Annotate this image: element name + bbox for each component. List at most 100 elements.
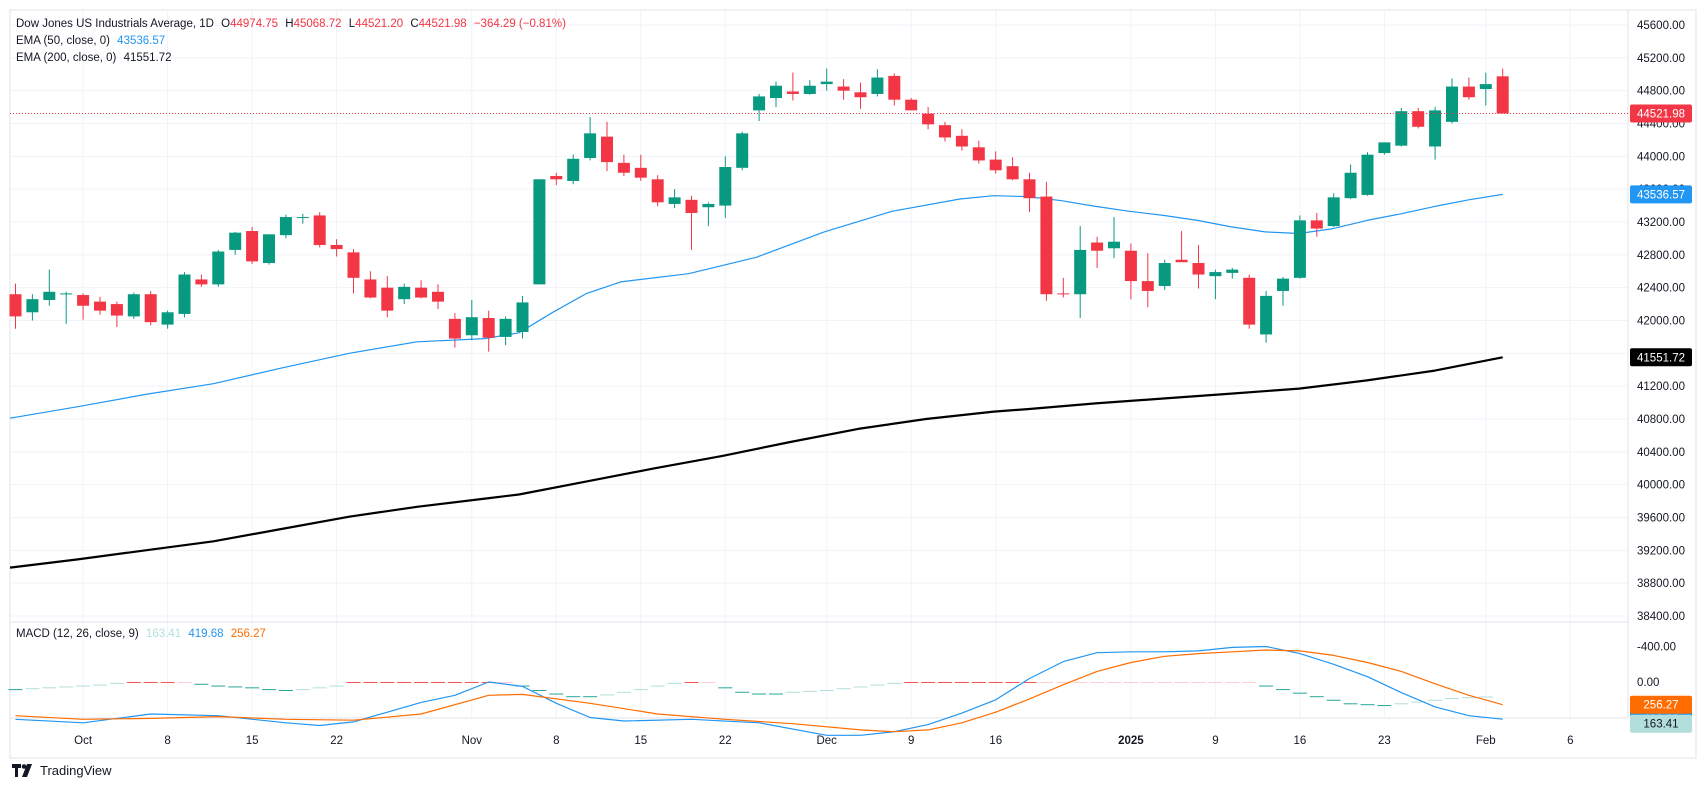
macd-histogram-bar	[330, 686, 344, 687]
candle	[263, 234, 275, 264]
macd-histogram-bar	[1276, 689, 1290, 690]
price-tick-label: 40800.00	[1637, 414, 1685, 426]
macd-histogram-bar	[1208, 682, 1222, 683]
time-tick-label: 9	[908, 735, 914, 747]
candle	[77, 293, 89, 319]
candle-body	[432, 292, 444, 302]
candles	[10, 69, 1509, 352]
macd-histogram-bar	[1175, 682, 1189, 683]
candle-body	[753, 96, 765, 110]
macd-histogram-bar	[110, 683, 124, 684]
candle	[415, 280, 427, 298]
candle	[1311, 213, 1323, 237]
macd-histogram-bar	[1107, 682, 1121, 683]
ema200-badge-text: 41551.72	[1637, 352, 1685, 364]
candle	[821, 69, 833, 91]
macd-histogram-bar	[1327, 700, 1341, 701]
candle-body	[1277, 279, 1289, 291]
last-price-badge: 44521.98	[1630, 104, 1692, 122]
macd-histogram-bar	[718, 687, 732, 688]
macd-histogram-bar	[76, 686, 90, 687]
candle-body	[855, 92, 867, 97]
macd-histogram-bar	[178, 682, 192, 683]
price-tick-label: 38800.00	[1637, 578, 1685, 590]
macd-histogram-bar	[1006, 682, 1020, 683]
candle-body	[246, 231, 258, 261]
last-price-badge-text: 44521.98	[1637, 108, 1685, 120]
time-tick-label: 16	[1294, 735, 1307, 747]
candle-body	[1057, 293, 1069, 294]
candle	[26, 294, 38, 320]
candle	[229, 232, 241, 255]
macd-line-value: 419.68	[188, 628, 223, 640]
macd-histogram-bar	[448, 682, 462, 683]
candle	[246, 227, 258, 264]
macd-histogram-bar	[431, 682, 445, 683]
macd-histogram-bar	[566, 696, 580, 697]
macd-histogram-bar	[1225, 682, 1239, 683]
price-tick-label: 44800.00	[1637, 86, 1685, 98]
candle	[1412, 108, 1424, 129]
macd-histogram-bar	[989, 682, 1003, 683]
candle	[1159, 260, 1171, 290]
candle-body	[905, 100, 917, 111]
time-tick-label: 15	[246, 735, 259, 747]
candle	[483, 311, 495, 352]
macd-histogram-bar	[161, 682, 175, 683]
open-value: 44974.75	[230, 18, 278, 30]
macd-histogram-bar	[617, 692, 631, 693]
price-tick-label: 43200.00	[1637, 217, 1685, 229]
candle-body	[719, 167, 731, 206]
time-tick-label: 16	[989, 735, 1002, 747]
candle	[905, 98, 917, 110]
candle-body	[331, 245, 343, 249]
high-value: 45068.72	[294, 18, 342, 30]
candle	[973, 141, 985, 164]
macd-histogram-bar	[1073, 682, 1087, 683]
candle-body	[483, 318, 495, 338]
candle-body	[195, 279, 207, 284]
macd-histogram-bar	[1259, 686, 1273, 687]
tradingview-logo-icon	[12, 764, 34, 777]
candle-body	[1024, 179, 1036, 198]
candle-body	[584, 133, 596, 158]
candle	[736, 132, 748, 171]
time-tick-label: 22	[719, 735, 732, 747]
candle	[364, 271, 376, 298]
candle-body	[1362, 155, 1374, 195]
chart-canvas[interactable]: 45600.0045200.0044800.0044400.0044000.00…	[0, 0, 1706, 789]
price-tick-label: 42400.00	[1637, 283, 1685, 295]
macd-pane: -400.00 0.00	[9, 642, 1677, 707]
time-tick-label: Oct	[74, 735, 93, 747]
macd-signal-badge-text: 256.27	[1643, 700, 1678, 712]
candle	[871, 69, 883, 96]
macd-histogram-bar	[532, 690, 546, 691]
macd-histogram-bar	[752, 694, 766, 695]
candle-body	[1125, 251, 1137, 281]
macd-histogram-bar	[127, 682, 141, 683]
candle-body	[500, 319, 512, 337]
candle-body	[1226, 270, 1238, 273]
time-tick-label: 8	[164, 735, 170, 747]
macd-signal-badge: 256.27	[1630, 696, 1692, 714]
candle-body	[922, 114, 934, 125]
candle	[314, 212, 326, 247]
macd-histogram-bar	[93, 685, 107, 686]
tradingview-logo[interactable]: TradingView	[12, 763, 112, 778]
candle-body	[1480, 84, 1492, 89]
candle-body	[179, 275, 191, 314]
candle	[702, 202, 714, 226]
macd-histogram-bar	[1361, 704, 1375, 705]
candle-body	[686, 200, 698, 213]
candle	[381, 276, 393, 317]
candle	[601, 122, 613, 171]
candle-body	[10, 294, 22, 316]
grid	[10, 10, 1628, 718]
time-tick-label: 22	[330, 735, 343, 747]
macd-histogram-bar	[313, 687, 327, 688]
candle	[10, 284, 22, 329]
candle-body	[1446, 87, 1458, 122]
candle-body	[1193, 263, 1205, 274]
candle	[212, 250, 224, 287]
candle-body	[94, 302, 106, 311]
